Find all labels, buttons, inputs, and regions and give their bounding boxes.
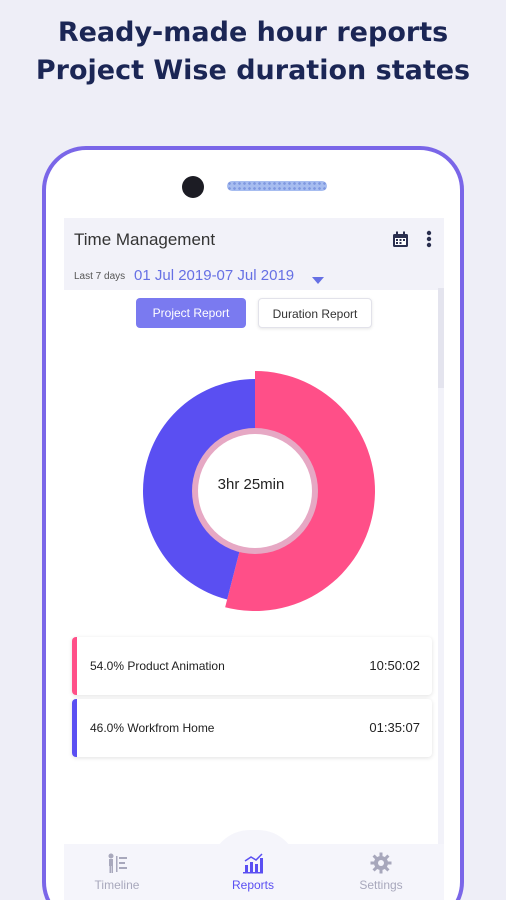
- project-row[interactable]: 46.0% Workfrom Home 01:35:07: [72, 699, 432, 757]
- nav-item-reports[interactable]: Reports: [208, 852, 298, 892]
- date-filter[interactable]: Last 7 days 01 Jul 2019-07 Jul 2019: [64, 262, 444, 288]
- total-duration-label: 3hr 25min: [217, 476, 285, 493]
- bar-chart-icon: [243, 853, 263, 874]
- project-report-button[interactable]: Project Report: [136, 298, 246, 328]
- project-color-bar: [72, 699, 77, 757]
- app-bar: Time Management: [64, 218, 444, 262]
- timeline-icon: [108, 853, 127, 873]
- project-label: 46.0% Workfrom Home: [90, 721, 215, 735]
- donut-center: [198, 434, 312, 548]
- duration-report-button[interactable]: Duration Report: [258, 298, 372, 328]
- headline-line-1: Ready-made hour reports: [57, 17, 449, 48]
- gear-icon: [370, 852, 392, 874]
- project-time: 10:50:02: [369, 658, 420, 673]
- promo-headline: Ready-made hour reports Project Wise dur…: [0, 14, 506, 90]
- project-row[interactable]: 54.0% Product Animation 10:50:02: [72, 637, 432, 695]
- nav-label: Reports: [231, 878, 275, 892]
- date-filter-prefix: Last 7 days: [74, 271, 126, 282]
- calendar-icon[interactable]: [392, 231, 409, 253]
- nav-label: Settings: [359, 878, 403, 892]
- project-label: 54.0% Product Animation: [90, 659, 225, 673]
- scrollbar[interactable]: [438, 288, 444, 388]
- date-range-value[interactable]: 01 Jul 2019-07 Jul 2019: [134, 267, 295, 284]
- caret-down-icon[interactable]: [312, 272, 324, 290]
- speaker-grille: [227, 181, 327, 191]
- project-donut-chart: [142, 371, 375, 611]
- report-content: Project Report Duration Report 3hr 25min…: [64, 290, 438, 852]
- nav-item-timeline[interactable]: Timeline: [72, 852, 162, 892]
- nav-label: Timeline: [94, 878, 140, 892]
- bottom-navigation: Timeline Reports: [64, 830, 444, 900]
- more-vert-icon[interactable]: [426, 230, 432, 253]
- project-color-bar: [72, 637, 77, 695]
- app-screen: Time Management Last 7 days 0: [64, 218, 444, 900]
- headline-line-2: Project Wise duration states: [35, 55, 471, 86]
- project-time: 01:35:07: [369, 720, 420, 735]
- page-title: Time Management: [74, 230, 216, 249]
- camera-icon: [182, 176, 204, 198]
- nav-item-settings[interactable]: Settings: [336, 852, 426, 892]
